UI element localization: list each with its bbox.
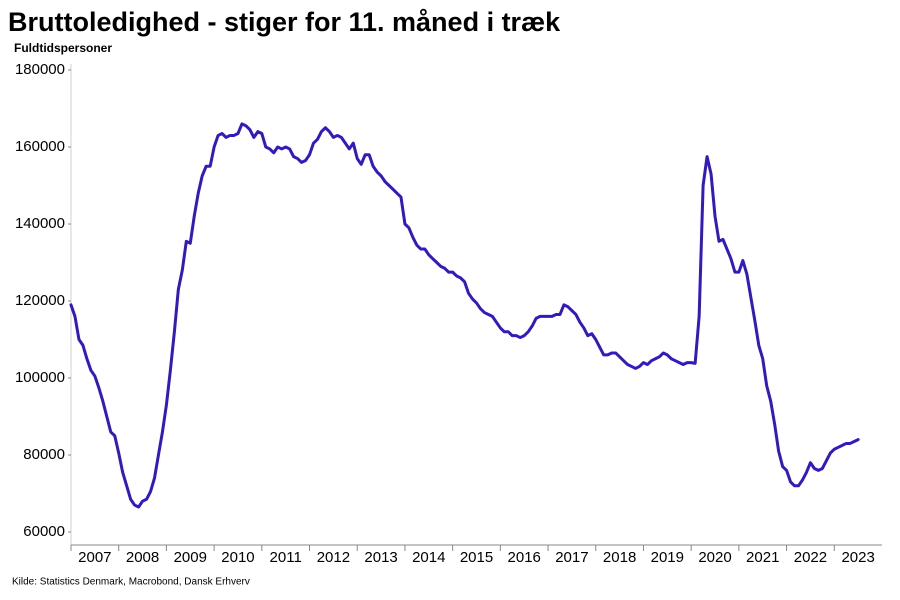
x-tick-label: 2012	[317, 549, 350, 566]
x-tick-label: 2023	[841, 549, 874, 566]
x-tick-label: 2017	[555, 549, 588, 566]
x-tick-label: 2007	[78, 549, 111, 566]
chart-subtitle: Fuldtidspersoner	[14, 41, 112, 55]
y-tick-label: 180000	[15, 61, 65, 78]
x-tick-label: 2020	[698, 549, 731, 566]
x-tick-label: 2015	[460, 549, 493, 566]
x-tick-label: 2014	[412, 549, 445, 566]
x-tick-label: 2013	[364, 549, 397, 566]
x-tick-label: 2009	[174, 549, 207, 566]
source-note: Kilde: Statistics Denmark, Macrobond, Da…	[12, 577, 250, 588]
y-tick-label: 120000	[15, 292, 65, 309]
x-tick-label: 2010	[221, 549, 254, 566]
x-tick-label: 2021	[746, 549, 779, 566]
x-tick-label: 2008	[126, 549, 159, 566]
x-tick-label: 2018	[603, 549, 636, 566]
y-tick-label: 100000	[15, 369, 65, 386]
x-tick-label: 2022	[794, 549, 827, 566]
chart-title: Bruttoledighed - stiger for 11. måned i …	[8, 7, 561, 37]
x-tick-label: 2016	[508, 549, 541, 566]
y-tick-label: 60000	[23, 523, 65, 540]
x-tick-label: 2011	[270, 549, 302, 566]
y-tick-label: 140000	[15, 215, 65, 232]
x-tick-label: 2019	[651, 549, 684, 566]
y-tick-label: 160000	[15, 138, 65, 155]
y-tick-label: 80000	[23, 446, 65, 463]
data-line	[69, 122, 860, 509]
